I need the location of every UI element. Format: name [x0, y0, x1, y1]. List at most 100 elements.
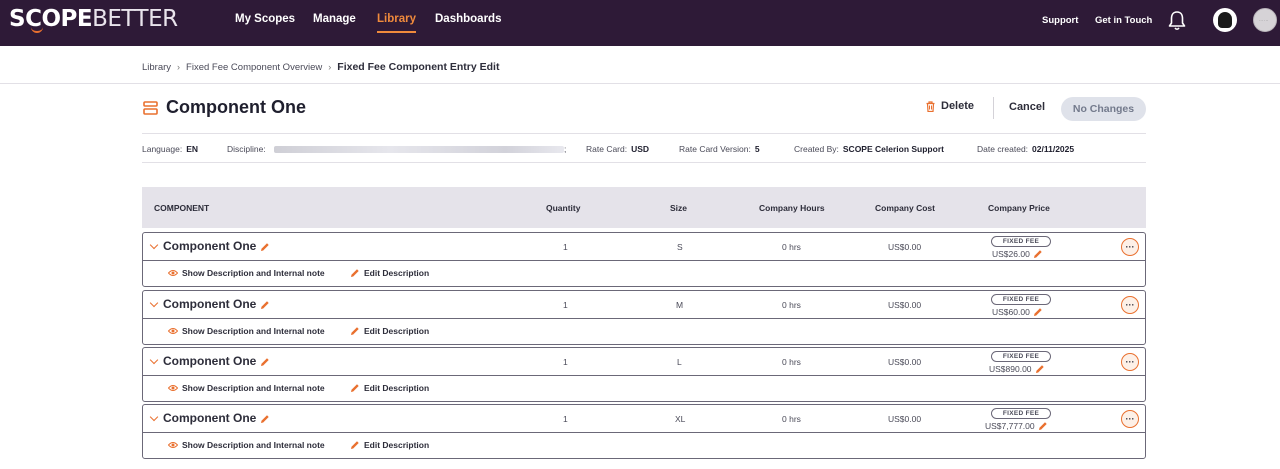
meta-rate-card-value: USD [631, 144, 650, 154]
meta-discipline-label: Discipline: [227, 144, 266, 154]
price-cell: US$890.00 [989, 364, 1045, 374]
row-divider [143, 375, 1145, 376]
eye-icon [168, 385, 178, 391]
more-options-button[interactable]: ··· [1121, 410, 1139, 428]
cost-cell: US$0.00 [888, 242, 922, 252]
avatar-silhouette [1218, 12, 1232, 28]
edit-description-label: Edit Description [364, 268, 430, 278]
chevron-down-icon[interactable] [149, 355, 159, 365]
eye-icon [168, 328, 178, 334]
meta-rate-card: Rate Card: USD [586, 144, 649, 154]
meta-date-created-value: 02/11/2025 [1032, 144, 1075, 154]
meta-rate-card-version-value: 5 [754, 144, 760, 154]
hours-cell: 0 hrs [782, 300, 801, 310]
meta-date-created-label: Date created: [977, 144, 1029, 154]
pencil-icon [351, 327, 359, 335]
component-name-text: Component One [163, 297, 257, 311]
price-value: US$890.00 [989, 364, 1032, 374]
table-row: Component One 1 XL 0 hrs US$0.00 FIXED F… [142, 404, 1146, 459]
delete-button[interactable]: Delete [926, 100, 974, 112]
title-divider [142, 133, 1146, 134]
pencil-icon[interactable] [1033, 307, 1043, 317]
fixed-fee-badge: FIXED FEE [991, 351, 1051, 362]
breadcrumb-library[interactable]: Library [142, 61, 172, 73]
chevron-down-icon[interactable] [149, 240, 159, 250]
show-description-link[interactable]: Show Description and Internal note [168, 268, 325, 278]
breadcrumb-separator: › [328, 62, 332, 72]
nav-dashboards[interactable]: Dashboards [435, 13, 502, 25]
nav-my-scopes[interactable]: My Scopes [235, 13, 296, 25]
meta-rate-card-label: Rate Card: [586, 144, 628, 154]
chevron-down-icon[interactable] [149, 412, 159, 422]
breadcrumb-separator: › [177, 62, 181, 72]
size-cell: S [677, 242, 683, 252]
price-value: US$60.00 [992, 307, 1030, 317]
pencil-icon[interactable] [1033, 249, 1043, 259]
meta-created-by-value: SCOPE Celerion Support [842, 144, 944, 154]
logo-part-scope: SCOPE [9, 6, 93, 32]
pencil-icon[interactable] [1035, 364, 1045, 374]
more-options-button[interactable]: ··· [1121, 238, 1139, 256]
table-header [142, 187, 1146, 228]
account-avatar-initials: ··· ··· [1259, 18, 1269, 23]
hours-cell: 0 hrs [782, 357, 801, 367]
show-description-link[interactable]: Show Description and Internal note [168, 440, 325, 450]
quantity-cell: 1 [563, 300, 568, 310]
table-row: Component One 1 M 0 hrs US$0.00 FIXED FE… [142, 290, 1146, 345]
more-options-button[interactable]: ··· [1121, 296, 1139, 314]
logo-part-better: BETTER [92, 6, 178, 32]
header-company-price: Company Price [988, 203, 1050, 213]
user-avatar[interactable] [1213, 8, 1237, 32]
nav-manage[interactable]: Manage [313, 13, 356, 25]
edit-description-label: Edit Description [364, 383, 430, 393]
edit-description-link[interactable]: Edit Description [350, 383, 429, 393]
pencil-icon[interactable] [260, 357, 270, 367]
breadcrumb: Library › Fixed Fee Component Overview ›… [142, 61, 499, 73]
show-description-label: Show Description and Internal note [182, 383, 325, 393]
edit-description-link[interactable]: Edit Description [350, 440, 429, 450]
pencil-icon[interactable] [260, 414, 270, 424]
eye-icon [168, 270, 178, 276]
edit-description-link[interactable]: Edit Description [350, 326, 429, 336]
cancel-button[interactable]: Cancel [1009, 101, 1046, 113]
header-divider [0, 83, 1280, 84]
account-avatar[interactable]: ··· ··· [1253, 8, 1277, 32]
show-description-label: Show Description and Internal note [182, 440, 325, 450]
pencil-icon[interactable] [1038, 421, 1048, 431]
logo-swoosh [31, 27, 43, 33]
show-description-link[interactable]: Show Description and Internal note [168, 383, 325, 393]
pencil-icon[interactable] [260, 300, 270, 310]
support-link[interactable]: Support [1042, 15, 1079, 26]
component-name: Component One [163, 354, 270, 368]
meta-discipline-end: ; [564, 144, 567, 154]
show-description-label: Show Description and Internal note [182, 268, 325, 278]
component-name-text: Component One [163, 354, 257, 368]
pencil-icon[interactable] [260, 242, 270, 252]
quantity-cell: 1 [563, 242, 568, 252]
edit-description-label: Edit Description [364, 326, 430, 336]
chevron-down-icon[interactable] [149, 298, 159, 308]
edit-description-link[interactable]: Edit Description [350, 268, 429, 278]
pencil-icon [351, 269, 359, 277]
scopebetter-logo[interactable]: SCOPEBETTER [9, 6, 178, 33]
quantity-cell: 1 [563, 357, 568, 367]
pencil-icon [351, 441, 359, 449]
fixed-fee-badge: FIXED FEE [991, 236, 1051, 247]
meta-rate-card-version-label: Rate Card Version: [679, 144, 751, 154]
price-cell: US$26.00 [992, 249, 1043, 259]
meta-language-label: Language: [142, 144, 183, 154]
trash-icon [926, 100, 935, 112]
bell-icon[interactable] [1168, 10, 1186, 32]
show-description-link[interactable]: Show Description and Internal note [168, 326, 325, 336]
breadcrumb-fixed-fee-overview[interactable]: Fixed Fee Component Overview [186, 61, 323, 73]
no-changes-button[interactable]: No Changes [1061, 97, 1146, 121]
more-options-button[interactable]: ··· [1121, 353, 1139, 371]
hours-cell: 0 hrs [782, 414, 801, 424]
fixed-fee-badge: FIXED FEE [991, 294, 1051, 305]
nav-library[interactable]: Library [377, 13, 416, 33]
table-row: Component One 1 L 0 hrs US$0.00 FIXED FE… [142, 347, 1146, 402]
get-in-touch-link[interactable]: Get in Touch [1095, 15, 1153, 26]
meta-date-created: Date created: 02/11/2025 [977, 144, 1074, 154]
button-divider [993, 97, 994, 119]
redacted-discipline-value [274, 146, 564, 153]
